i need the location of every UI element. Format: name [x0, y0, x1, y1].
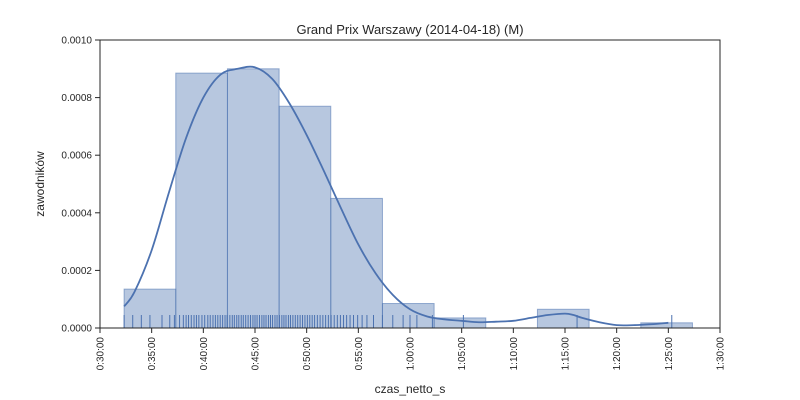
- y-axis-label: zawodników: [33, 151, 47, 217]
- histogram-bar: [330, 197, 383, 329]
- x-axis: 0:30:00 0:35:00 0:40:00 0:45:00 0:50:00 0:55:…: [96, 328, 727, 370]
- y-tick-label: 0.0006: [61, 151, 92, 162]
- x-tick-label: 0:50:00: [302, 337, 313, 371]
- histogram-bars: [123, 68, 693, 329]
- x-tick-label: 0:35:00: [147, 337, 158, 371]
- histogram-bar: [536, 308, 590, 329]
- histogram-bar: [226, 68, 280, 329]
- x-tick-label: 1:15:00: [561, 337, 572, 371]
- y-tick-label: 0.0010: [61, 36, 92, 47]
- histogram-bar: [175, 72, 228, 329]
- y-axis: 0.0000 0.0002 0.0004 0.0006 0.0008 0.0010: [61, 36, 100, 335]
- x-tick-label: 0:40:00: [199, 337, 210, 371]
- x-axis-label: czas_netto_s: [375, 382, 446, 396]
- histogram-bar: [278, 105, 332, 329]
- kde-line: [123, 65, 669, 327]
- rug-marks: [123, 315, 673, 328]
- x-tick-label: 0:45:00: [251, 337, 262, 371]
- x-tick-label: 1:10:00: [509, 337, 520, 371]
- x-tick-label: 0:30:00: [96, 337, 107, 371]
- chart-title: Grand Prix Warszawy (2014-04-18) (M): [296, 22, 523, 37]
- y-tick-label: 0.0008: [61, 93, 92, 104]
- x-tick-label: 1:05:00: [457, 337, 468, 371]
- y-tick-label: 0.0004: [61, 208, 92, 219]
- x-tick-label: 1:20:00: [612, 337, 623, 371]
- y-tick-label: 0.0002: [61, 266, 92, 277]
- x-tick-label: 0:55:00: [354, 337, 365, 371]
- y-tick-label: 0.0000: [61, 324, 92, 335]
- x-tick-label: 1:30:00: [716, 337, 727, 371]
- x-tick-label: 1:00:00: [406, 337, 417, 371]
- x-tick-label: 1:25:00: [664, 337, 675, 371]
